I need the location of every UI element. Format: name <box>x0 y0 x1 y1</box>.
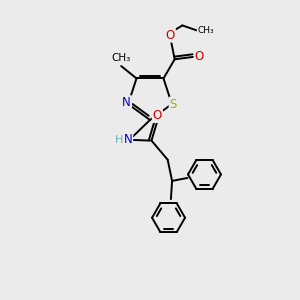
Text: O: O <box>166 28 175 42</box>
Text: N: N <box>124 134 132 146</box>
Text: S: S <box>169 98 177 111</box>
Text: O: O <box>153 109 162 122</box>
Text: CH₃: CH₃ <box>111 53 130 63</box>
Text: O: O <box>195 50 204 63</box>
Text: N: N <box>122 96 131 109</box>
Text: CH₃: CH₃ <box>198 26 214 35</box>
Text: H: H <box>115 135 123 145</box>
